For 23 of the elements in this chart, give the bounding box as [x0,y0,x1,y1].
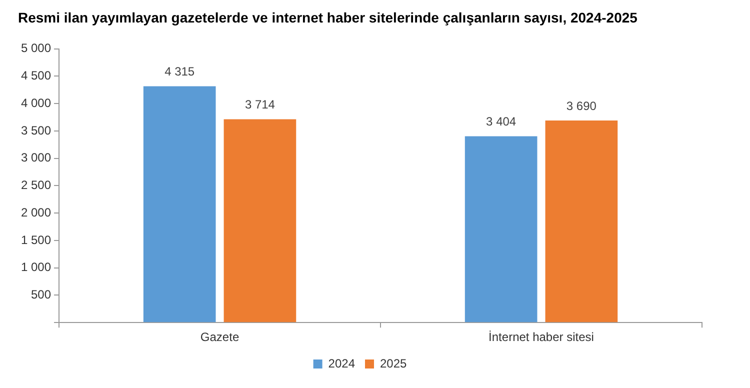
data-label: 3 690 [566,98,597,113]
y-tick-label: 5 000 [21,41,52,56]
x-tick-label: İnternet haber sitesi [488,330,594,344]
bar [464,136,538,322]
y-tick-label: 4 500 [21,68,52,82]
y-tick-label: 1 500 [21,232,52,247]
y-tick-label: 1 000 [21,260,52,274]
y-tick-label: 3 000 [21,150,52,165]
bar [143,86,216,322]
data-label: 3 714 [244,98,276,112]
data-label: 3 404 [486,114,516,129]
x-tick-label: Gazete [200,330,240,344]
y-tick-label: 2 500 [21,178,52,192]
bar [224,119,296,322]
y-tick-label: 2 000 [21,205,52,220]
legend-label: 2024 [328,356,356,370]
chart-title: Resmi ilan yayımlayan gazetelerde ve internet haber sitelerinde çalışanların sayısı, 2024-2025 [18,9,638,26]
legend-label: 2025 [380,356,408,370]
bar [545,120,618,322]
y-tick-label: 4 000 [21,96,52,110]
y-tick-label: 3 500 [21,123,52,138]
data-label: 4 315 [164,64,195,79]
y-tick-label: 500 [31,288,52,302]
